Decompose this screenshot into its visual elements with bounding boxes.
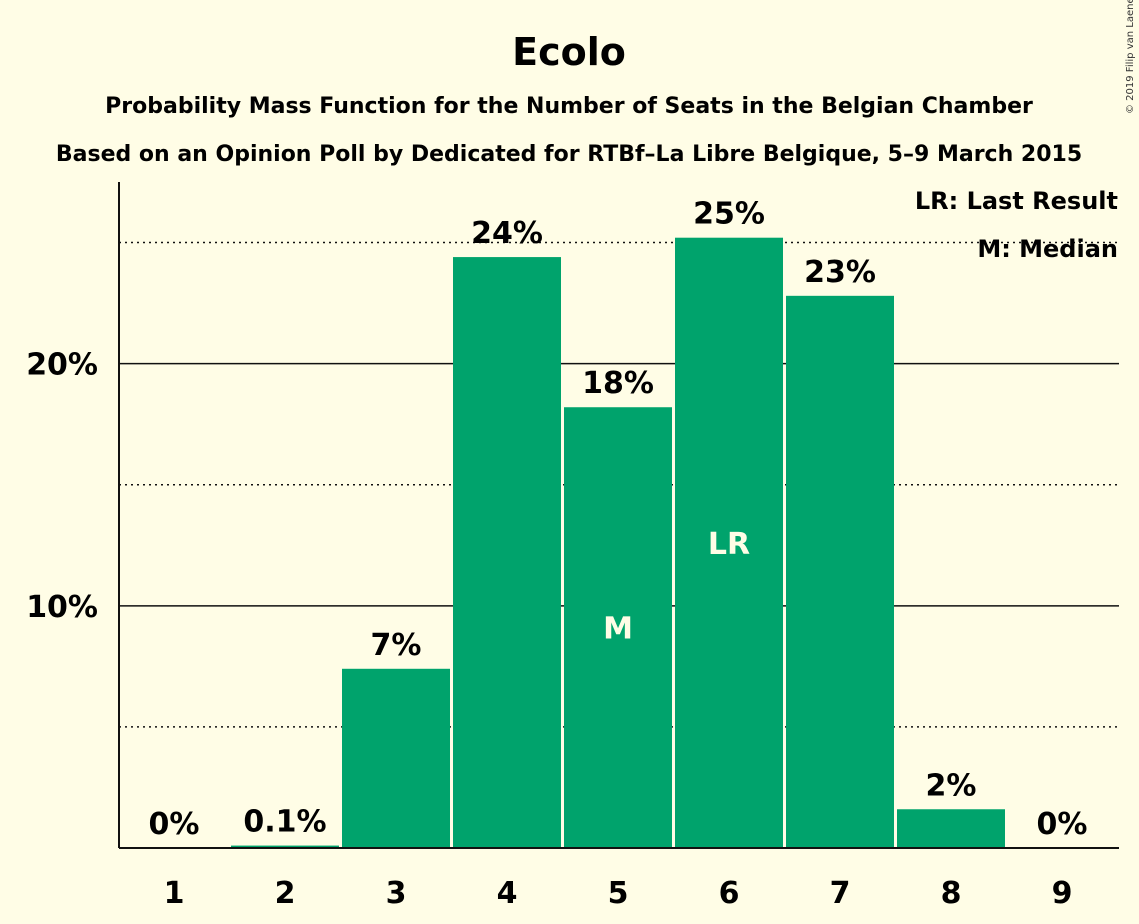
bar-3: [342, 668, 450, 848]
bar-labels: 0% 1 0.1% 2 7% 3 24% 4 18% M 5 25% LR 6 23% 7 2% 8 0% 9: [149, 197, 1088, 911]
x-tick-label-5: 5: [608, 876, 629, 911]
bars: [231, 237, 1005, 849]
bar-8: [897, 809, 1005, 848]
x-tick-label-2: 2: [275, 876, 296, 911]
x-tick-label-3: 3: [386, 876, 407, 911]
y-tick-label-0: 10%: [26, 590, 98, 625]
x-tick-label-8: 8: [941, 876, 962, 911]
legend-median: M: Median: [977, 235, 1118, 263]
axes: [118, 182, 1119, 849]
chart-title: Ecolo: [512, 30, 626, 74]
inner-label-5: M: [603, 612, 633, 647]
bar-2: [231, 845, 339, 848]
value-label-6: 25%: [693, 197, 765, 232]
value-label-9: 0%: [1037, 807, 1088, 842]
copyright-text: © 2019 Filip van Laenen: [1125, 0, 1136, 114]
value-label-7: 23%: [804, 255, 876, 290]
value-label-5: 18%: [582, 366, 654, 401]
value-label-1: 0%: [149, 807, 200, 842]
value-label-4: 24%: [471, 216, 543, 251]
x-tick-label-4: 4: [497, 876, 518, 911]
x-tick-label-1: 1: [164, 876, 185, 911]
bar-6: [675, 237, 783, 849]
chart-subtitle-1: Probability Mass Function for the Number…: [105, 94, 1033, 119]
x-tick-label-6: 6: [719, 876, 740, 911]
inner-label-6: LR: [708, 527, 750, 562]
bar-4: [453, 257, 561, 848]
value-label-3: 7%: [371, 628, 422, 663]
chart-subtitle-2: Based on an Opinion Poll by Dedicated fo…: [56, 142, 1082, 167]
y-tick-label-1: 20%: [26, 348, 98, 383]
bar-5: [564, 407, 672, 848]
legend-last-result: LR: Last Result: [915, 187, 1118, 215]
value-label-8: 2%: [926, 768, 977, 803]
value-label-2: 0.1%: [243, 805, 326, 840]
x-tick-label-7: 7: [830, 876, 851, 911]
x-tick-label-9: 9: [1052, 876, 1073, 911]
bar-7: [786, 295, 894, 848]
